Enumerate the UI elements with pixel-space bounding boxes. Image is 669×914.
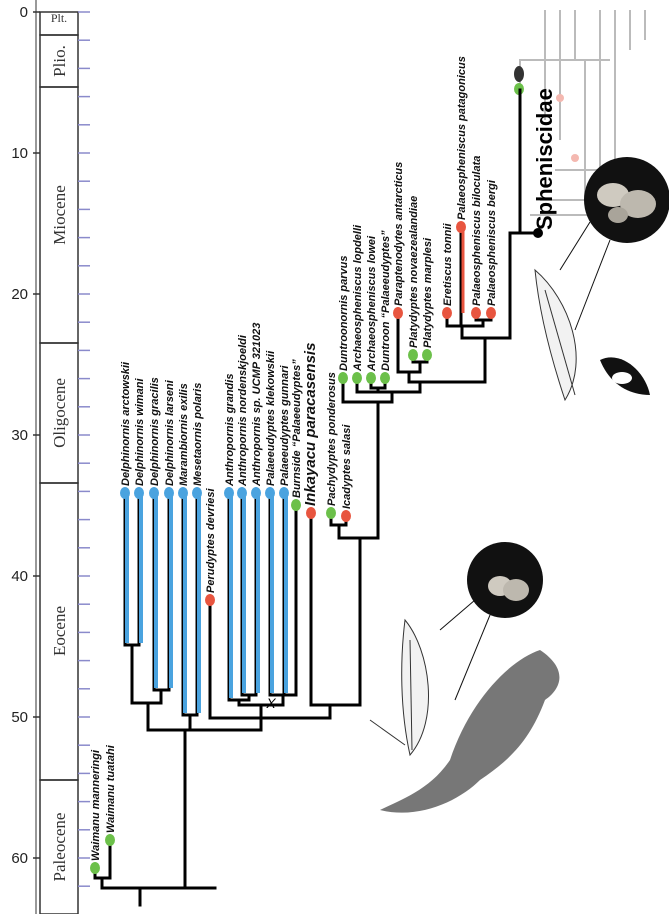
tip-dot [120,487,130,499]
tick-label: 10 [11,145,28,162]
taxon-label: Archaeospheniscus lopdelli [352,224,364,372]
epoch-label: Miocene [50,185,69,244]
taxon-label: Paraptenodytes antarcticus [393,162,405,306]
tip-dot [341,510,351,522]
epoch-label: Plio. [50,45,69,77]
epoch-column [40,12,78,914]
tick-label: 50 [11,709,28,726]
taxon-label: Archaeospheniscus lowei [366,235,378,372]
taxon-label: Delphinornis wimani [134,377,146,486]
taxon-label: Perudyptes devriesi [205,488,217,593]
taxon-label: Marambiornis exilis [178,383,190,486]
taxon-label: Anthropornis grandis [224,374,236,487]
taxon-label: Anthropornis sp. UCMP 321023 [251,323,263,487]
taxon-label: Pachydyptes ponderosus [326,372,338,506]
taxon-label: Mesetaornis polaris [192,383,204,486]
taxon-label: Delphinornis larseni [164,379,176,486]
epoch-label: Paleocene [50,813,69,882]
taxon-label: Duntroonornis parvus [338,255,350,371]
taxon-label: Palaeospheniscus patagonicus [456,56,468,220]
tip-dot [224,487,234,499]
tip-dot [134,487,144,499]
node-label: X [265,695,276,711]
tip-dot [291,499,301,511]
tip-dot [237,487,247,499]
taxon-label: Inkayacu paracasensis [302,343,319,506]
tip-dot [90,862,100,874]
taxon-label: Platydyptes marplesi [422,237,434,348]
phylogeny-figure: Plt. Plio. Miocene Oligocene Eocene Pale… [0,0,669,914]
tip-dot [164,487,174,499]
tick-label: 20 [11,286,28,303]
tip-dot [251,487,261,499]
tick-label: 30 [11,427,28,444]
taxon-label: Icadyptes salasi [341,424,353,509]
tip-dot [422,349,432,361]
tip-dot [306,507,316,519]
taxon-label: Delphinornis arctowskii [120,361,132,486]
tip-dot [338,372,348,384]
tip-dot [192,487,202,499]
tip-dot [178,487,188,499]
tip-dot [326,507,336,519]
crown-node [514,66,524,82]
taxon-label: Anthropornis nordenskjoeldi [237,334,249,487]
tip-dot [105,834,115,846]
taxon-label: Waimanu tuatahi [105,744,117,833]
tip-dot [393,307,403,319]
tip-dot [442,307,452,319]
tick-label: 0 [20,4,28,21]
tip-dot [456,221,466,233]
taxon-label: Palaeeudyptes gunnari [279,365,291,486]
taxon-label: Palaeospheniscus bergi [486,179,498,306]
epoch-label: Oligocene [50,378,69,448]
tip-dot [380,372,390,384]
clade-label: Spheniscidae [532,88,557,230]
tip-dot [366,372,376,384]
tick-label: 60 [11,850,28,867]
taxon-label: Palaeospheniscus biloculata [471,156,483,306]
tip-dot [486,307,496,319]
tip-dot [471,307,481,319]
tip-dot [265,487,275,499]
tip-dot [408,349,418,361]
taxon-label: Delphinornis gracilis [149,377,161,486]
taxon-label: Duntroon “Palaeeudyptes” [380,230,392,371]
taxon-label: Palaeeudyptes klekowskii [265,350,277,486]
taxon-label: Eretiscus tonnii [442,223,454,306]
tick-label: 40 [11,568,28,585]
epoch-label: Plt. [51,11,67,25]
tip-dot [279,487,289,499]
tip-dot [205,594,215,606]
taxon-label: Waimanu manneringi [90,749,102,861]
taxon-label: Platydyptes novaezealandiae [408,196,420,348]
tip-dot [149,487,159,499]
tip-dot [352,372,362,384]
epoch-label: Eocene [50,606,69,656]
